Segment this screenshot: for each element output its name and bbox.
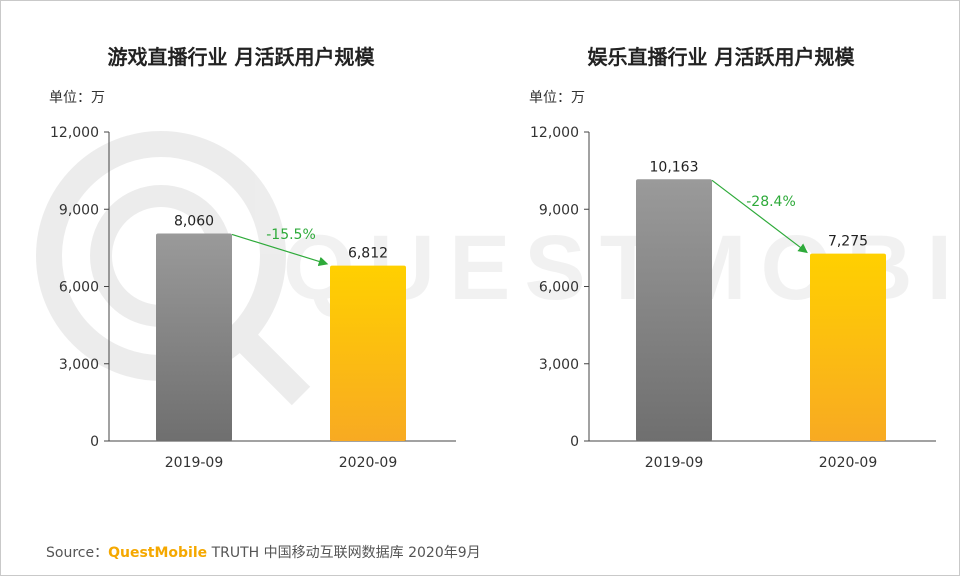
entertainment-live-chart: 0 3,000 6,000 9,000 12,000 10,163 2019-09 7,275…: [530, 125, 936, 471]
change-label: -15.5%: [266, 227, 316, 243]
bar-2020-09: [330, 265, 406, 441]
x-tick-label: 2019-09: [165, 455, 224, 471]
y-tick-label: 3,000: [59, 357, 99, 373]
y-tick-label: 3,000: [539, 357, 579, 373]
y-tick-label: 9,000: [539, 202, 579, 218]
x-tick-label: 2020-09: [819, 455, 878, 471]
y-tick-label: 0: [90, 434, 99, 450]
bar-value-label: 10,163: [650, 159, 699, 175]
unit-label: 单位：万: [529, 90, 585, 106]
x-tick-label: 2020-09: [339, 455, 398, 471]
source-note: Source：QuestMobile TRUTH 中国移动互联网数据库 2020…: [46, 542, 481, 562]
y-tick-label: 12,000: [530, 125, 579, 141]
bar-value-label: 8,060: [174, 213, 214, 229]
source-brand: QuestMobile: [108, 545, 208, 561]
change-arrow: [231, 233, 329, 267]
bar-2020-09: [810, 253, 886, 441]
game-live-chart: 0 3,000 6,000 9,000 12,000 8,060 2019-09 6,812 2…: [50, 125, 456, 471]
chart-title: 娱乐直播行业 月活跃用户规模: [587, 45, 855, 69]
y-tick-label: 9,000: [59, 202, 99, 218]
y-tick-label: 6,000: [539, 280, 579, 296]
entertainment-live-panel: 娱乐直播行业 月活跃用户规模 单位：万 0 3,000 6,000 9,000 12,0…: [481, 1, 960, 577]
change-arrow: [711, 179, 808, 254]
y-tick-label: 12,000: [50, 125, 99, 141]
source-text: TRUTH 中国移动互联网数据库 2020年9月: [207, 545, 481, 561]
x-tick-label: 2019-09: [645, 455, 704, 471]
unit-label: 单位：万: [49, 90, 105, 106]
y-tick-label: 0: [570, 434, 579, 450]
bar-value-label: 6,812: [348, 246, 388, 262]
change-label: -28.4%: [746, 194, 796, 210]
bar-value-label: 7,275: [828, 234, 868, 250]
bar-2019-09: [636, 179, 712, 442]
game-live-panel: 游戏直播行业 月活跃用户规模 单位：万 0 3,000 6,000 9,000 12,0…: [1, 1, 481, 577]
bar-2019-09: [156, 233, 232, 441]
chart-title: 游戏直播行业 月活跃用户规模: [107, 45, 375, 69]
y-tick-label: 6,000: [59, 280, 99, 296]
source-prefix: Source：: [46, 545, 109, 561]
